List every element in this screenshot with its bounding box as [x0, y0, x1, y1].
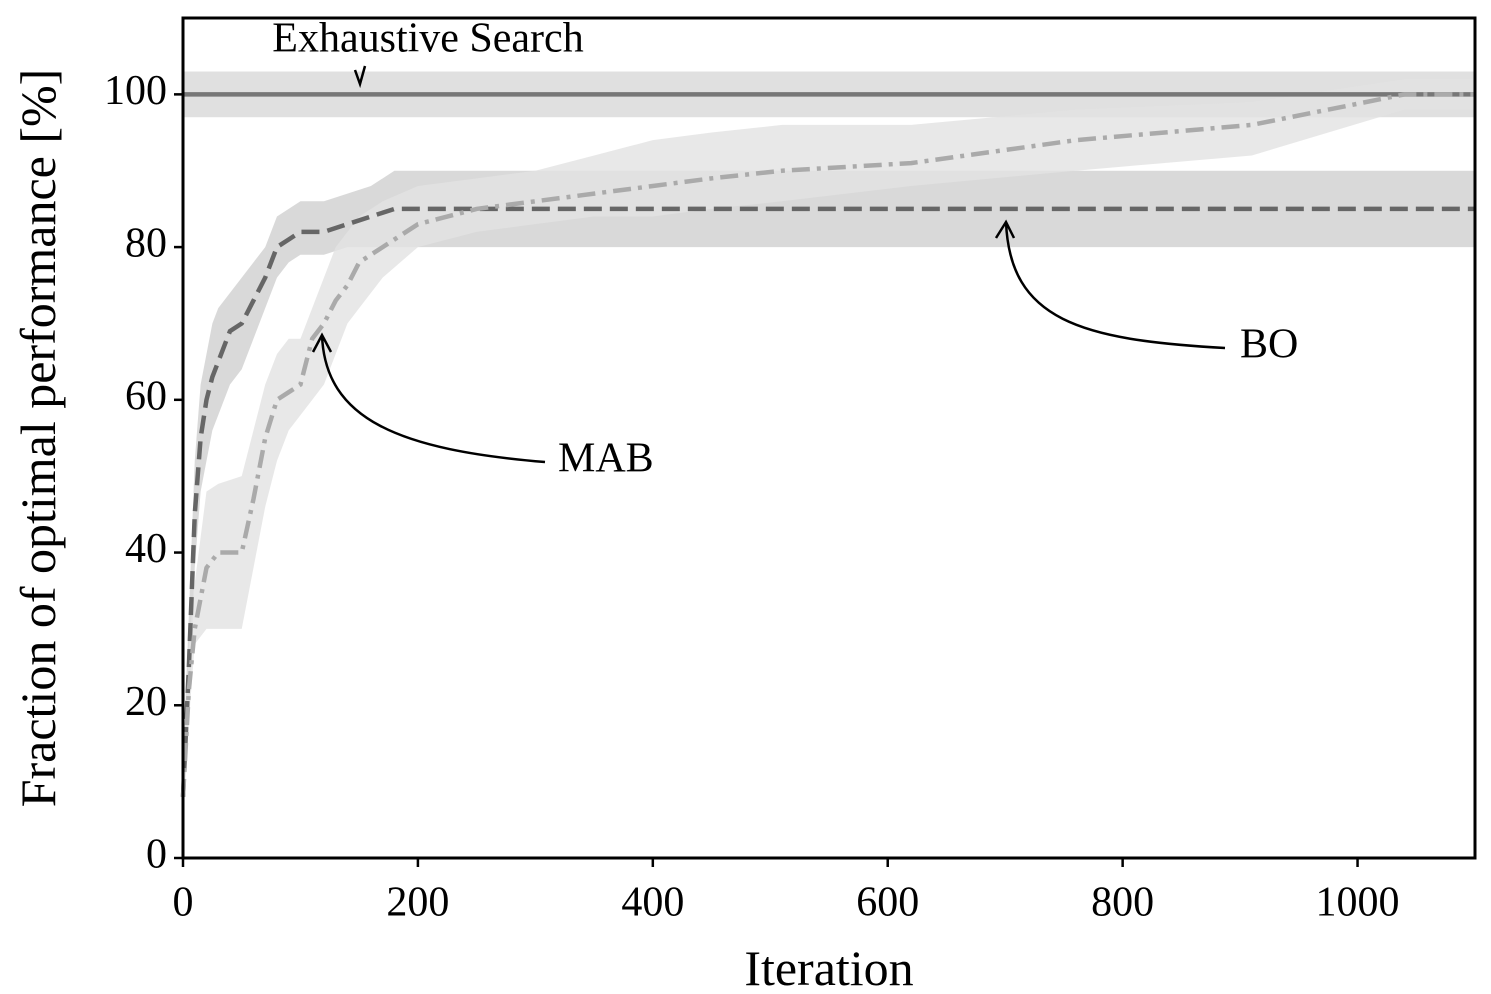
- x-tick-label: 400: [621, 880, 684, 926]
- y-axis-label: Fraction of optimal performance [%]: [10, 69, 66, 808]
- bands: [183, 71, 1475, 820]
- y-tick-label: 100: [104, 68, 167, 114]
- confidence-band: [183, 170, 1475, 820]
- y-tick-label: 60: [125, 373, 167, 419]
- plot-frame: [181, 16, 1477, 860]
- annotation-arrow: [994, 219, 1226, 350]
- annotation: MAB: [558, 436, 654, 482]
- y-tick-label: 80: [125, 221, 167, 267]
- x-tick-label: 800: [1091, 880, 1154, 926]
- series-line: [180, 92, 1475, 798]
- annotation-arrow: [353, 65, 367, 89]
- x-tick-label: 0: [173, 880, 194, 926]
- axes: 0 200 400 600 800 1000 0 20 40 60 80 100: [104, 68, 1400, 926]
- annotation-arrow: [311, 332, 546, 464]
- x-tick-label: 1000: [1316, 880, 1400, 926]
- series-line: [180, 206, 1475, 798]
- y-tick-label: 0: [146, 832, 167, 878]
- lines: [180, 92, 1475, 798]
- y-tick-label: 40: [125, 526, 167, 572]
- x-tick-label: 600: [856, 880, 919, 926]
- y-tick-label: 20: [125, 679, 167, 725]
- x-tick-label: 200: [386, 880, 449, 926]
- annotation: Exhaustive Search: [272, 16, 583, 62]
- x-axis-label: Iteration: [744, 940, 913, 994]
- annotation: BO: [1240, 322, 1298, 368]
